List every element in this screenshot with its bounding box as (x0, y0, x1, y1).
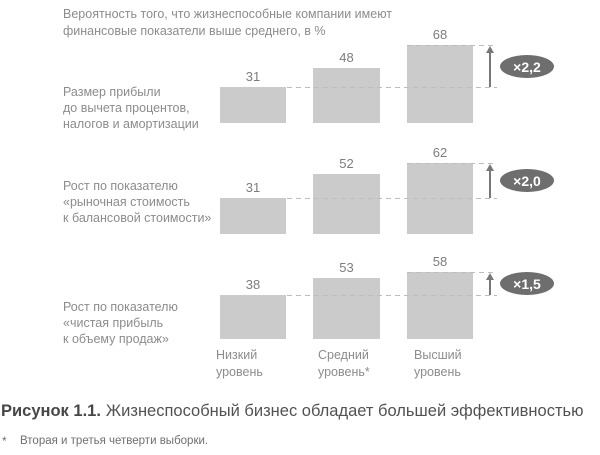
multiplier-badge: ×1,5 (500, 272, 554, 295)
dashed-baseline (287, 198, 497, 199)
arrowhead-icon (485, 164, 494, 171)
bar (407, 272, 473, 339)
bar-value-label: 38 (245, 277, 261, 292)
dashed-topline (407, 45, 497, 46)
row-label-line: «рыночная стоимость (63, 195, 190, 209)
category-label-line: Средний (318, 348, 369, 362)
row-label-line: Рост по показателю (63, 179, 178, 193)
bar-value-label: 58 (432, 254, 448, 269)
category-label-line: уровень (414, 365, 461, 379)
row-label-line: Размер прибыли (63, 85, 161, 99)
row-label-line: к объему продаж» (63, 332, 169, 346)
bar-value-label: 68 (432, 27, 448, 42)
figure-caption-number: Рисунок 1.1. (1, 402, 101, 420)
dashed-topline (407, 272, 497, 273)
bar (220, 198, 286, 234)
increase-arrow-icon (485, 273, 494, 295)
bar-value-label: 48 (339, 50, 354, 65)
category-label-mid: Средний уровень* (318, 347, 418, 381)
bar-value-label: 62 (432, 145, 448, 160)
figure-caption: Рисунок 1.1. Жизнеспособный бизнес облада… (1, 400, 600, 422)
increase-arrow-icon (485, 164, 494, 198)
footnote-marker: * (2, 434, 7, 448)
footnote-text: Вторая и третья четверти выборки. (20, 435, 209, 447)
chart-title-line: финансовые показатели выше среднего, в % (63, 24, 326, 38)
category-label-high: Высший уровень (414, 347, 514, 381)
bar-value-label: 31 (245, 69, 261, 84)
row-label-line: до вычета процентов, (63, 101, 190, 115)
bar (313, 68, 380, 123)
bar-value-label: 31 (245, 180, 261, 195)
dashed-topline (407, 163, 497, 164)
arrowhead-icon (485, 46, 494, 53)
chart-title: Вероятность того, что жизнеспособные ком… (63, 6, 443, 40)
category-label-line: Низкий (216, 348, 258, 362)
bar-value-label: 52 (339, 156, 354, 171)
row-label-net-profit-to-sales: Рост по показателю «чистая прибыль к объ… (63, 299, 218, 347)
row-label-line: Рост по показателю (63, 300, 178, 314)
row-label-line: налогов и амортизации (63, 117, 199, 131)
dashed-baseline (287, 295, 497, 296)
bar (220, 295, 286, 339)
row-label-market-to-book: Рост по показателю «рыночная стоимость к… (63, 178, 218, 226)
increase-arrow-icon (485, 46, 494, 87)
bar (407, 45, 473, 123)
figure-caption-text: Жизнеспособный бизнес обладает большей э… (105, 402, 584, 420)
arrow-stem (489, 279, 491, 295)
row-label-ebitda: Размер прибыли до вычета процентов, нало… (63, 84, 218, 132)
bar-value-label: 53 (339, 260, 354, 275)
category-label-low: Низкий уровень (216, 347, 316, 381)
bar (313, 278, 380, 339)
arrow-stem (489, 52, 491, 87)
multiplier-badge: ×2,2 (500, 55, 554, 78)
bar (313, 174, 380, 234)
chart-title-line: Вероятность того, что жизнеспособные ком… (63, 7, 393, 21)
arrowhead-icon (485, 273, 494, 280)
bar (220, 87, 286, 123)
category-label-line: уровень (216, 365, 263, 379)
dashed-baseline (287, 87, 497, 88)
row-label-line: к балансовой стоимости» (63, 211, 212, 225)
arrow-stem (489, 170, 491, 198)
category-label-line: Высший (414, 348, 462, 362)
multiplier-badge: ×2,0 (500, 169, 554, 192)
category-label-line: уровень* (318, 365, 370, 379)
row-label-line: «чистая прибыль (63, 316, 164, 330)
